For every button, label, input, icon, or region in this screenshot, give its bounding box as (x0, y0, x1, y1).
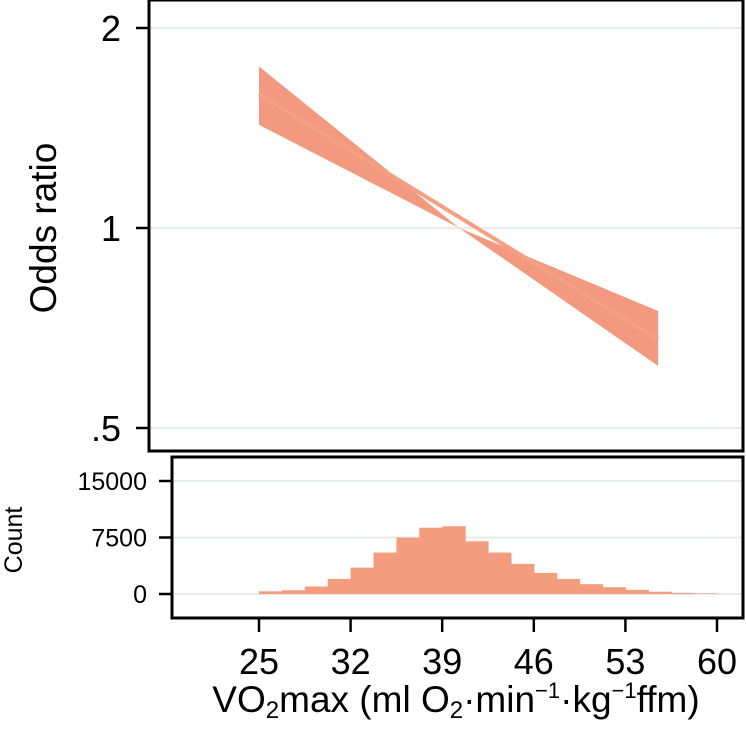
x-axis-title-part: ffm) (637, 679, 700, 720)
x-axis-title-part: ·kg (560, 679, 611, 720)
x-tick-label: 60 (697, 641, 737, 682)
count-axis-title: Count (0, 507, 28, 574)
histogram-bar (350, 567, 375, 594)
x-tick-label: 53 (605, 641, 645, 682)
histogram-bar (671, 592, 695, 594)
x-axis-title-part: max (ml O (279, 679, 450, 720)
x-axis-title: VO2max (ml O2·min−1·kg−1ffm) (212, 678, 699, 724)
histogram-bar (602, 587, 626, 594)
histogram-bar (373, 552, 397, 594)
top-y-tick-label: 2 (101, 8, 121, 49)
histogram-bar (442, 526, 466, 594)
histogram-bar (327, 578, 352, 594)
confidence-band (259, 66, 659, 366)
histogram-bar (579, 584, 604, 594)
histogram-bar (465, 541, 489, 594)
bottom-y-tick-label: 0 (133, 581, 147, 609)
histogram-bar (694, 593, 718, 594)
x-tick-label: 46 (514, 641, 554, 682)
histogram-bar (419, 527, 443, 594)
x-axis-title-part: ·min (463, 679, 535, 720)
histogram-bar (259, 591, 283, 594)
bottom-y-axis: 0 7500 15000 (77, 468, 172, 609)
histogram-bar (556, 578, 581, 594)
x-axis: 25 32 39 46 53 60 (239, 619, 737, 682)
top-gridlines (151, 27, 742, 429)
x-axis-title-part: VO (212, 679, 265, 720)
top-panel-frame (147, 0, 745, 453)
histogram-bar (488, 552, 512, 594)
top-y-tick-label: .5 (91, 408, 121, 449)
y-axis-title: Odds ratio (23, 143, 64, 314)
top-panel-background (148, 0, 744, 452)
histogram-bar (648, 591, 672, 594)
x-axis-title-superscript: −1 (535, 678, 560, 703)
top-y-axis: 21.5 (91, 8, 149, 449)
odds-ratio-line (257, 92, 660, 341)
histogram-bar (510, 563, 535, 594)
histogram-bar (304, 586, 329, 594)
x-axis-title-subscript: 2 (266, 697, 279, 724)
histogram-bar (396, 537, 420, 594)
x-axis-title-superscript: −1 (612, 678, 637, 703)
x-tick-label: 39 (422, 641, 462, 682)
x-tick-label: 25 (239, 641, 279, 682)
bottom-y-tick-label: 15000 (77, 468, 147, 496)
histogram-bar (625, 589, 649, 594)
bottom-y-tick-label: 7500 (91, 525, 147, 553)
x-axis-title-subscript: 2 (450, 697, 463, 724)
x-tick-label: 32 (331, 641, 371, 682)
top-panel: 21.5 Odds ratio (23, 0, 745, 453)
histogram-bar (533, 572, 558, 594)
histogram-bar (281, 590, 306, 594)
histogram-bars (259, 526, 718, 594)
top-y-tick-label: 1 (101, 208, 121, 249)
